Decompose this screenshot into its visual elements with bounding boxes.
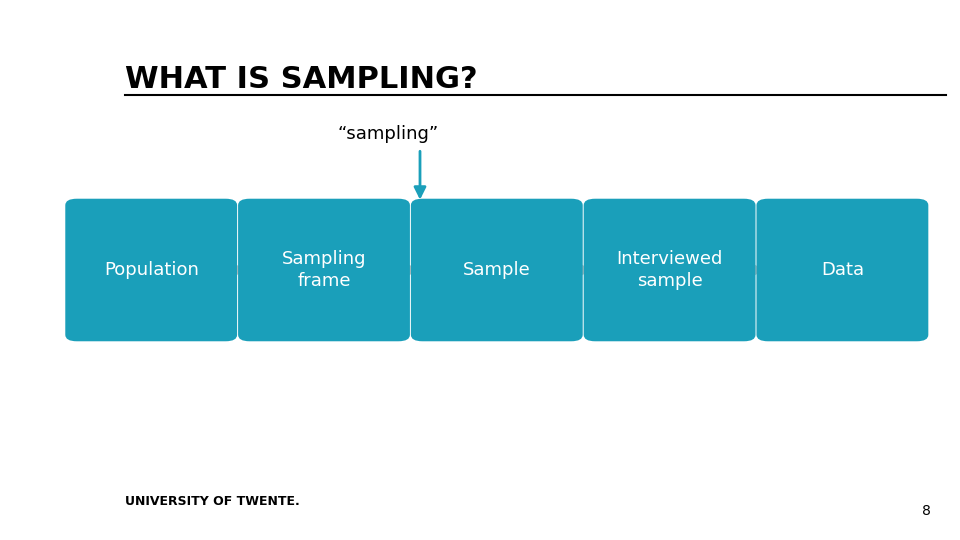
- FancyBboxPatch shape: [756, 199, 928, 341]
- Text: Sampling
frame: Sampling frame: [281, 250, 367, 290]
- FancyBboxPatch shape: [65, 199, 237, 341]
- FancyArrowPatch shape: [404, 265, 417, 275]
- Text: Population: Population: [104, 261, 199, 279]
- FancyBboxPatch shape: [238, 199, 410, 341]
- FancyBboxPatch shape: [411, 199, 583, 341]
- Text: WHAT IS SAMPLING?: WHAT IS SAMPLING?: [125, 65, 477, 94]
- FancyBboxPatch shape: [584, 199, 756, 341]
- FancyArrowPatch shape: [415, 151, 425, 197]
- FancyArrowPatch shape: [750, 265, 762, 275]
- FancyArrowPatch shape: [231, 265, 244, 275]
- Text: 8: 8: [923, 504, 931, 518]
- FancyArrowPatch shape: [577, 265, 589, 275]
- Text: Interviewed
sample: Interviewed sample: [616, 250, 723, 290]
- Text: UNIVERSITY OF TWENTE.: UNIVERSITY OF TWENTE.: [125, 495, 300, 508]
- Text: Data: Data: [821, 261, 864, 279]
- Text: “sampling”: “sampling”: [338, 125, 439, 143]
- Text: Sample: Sample: [463, 261, 531, 279]
